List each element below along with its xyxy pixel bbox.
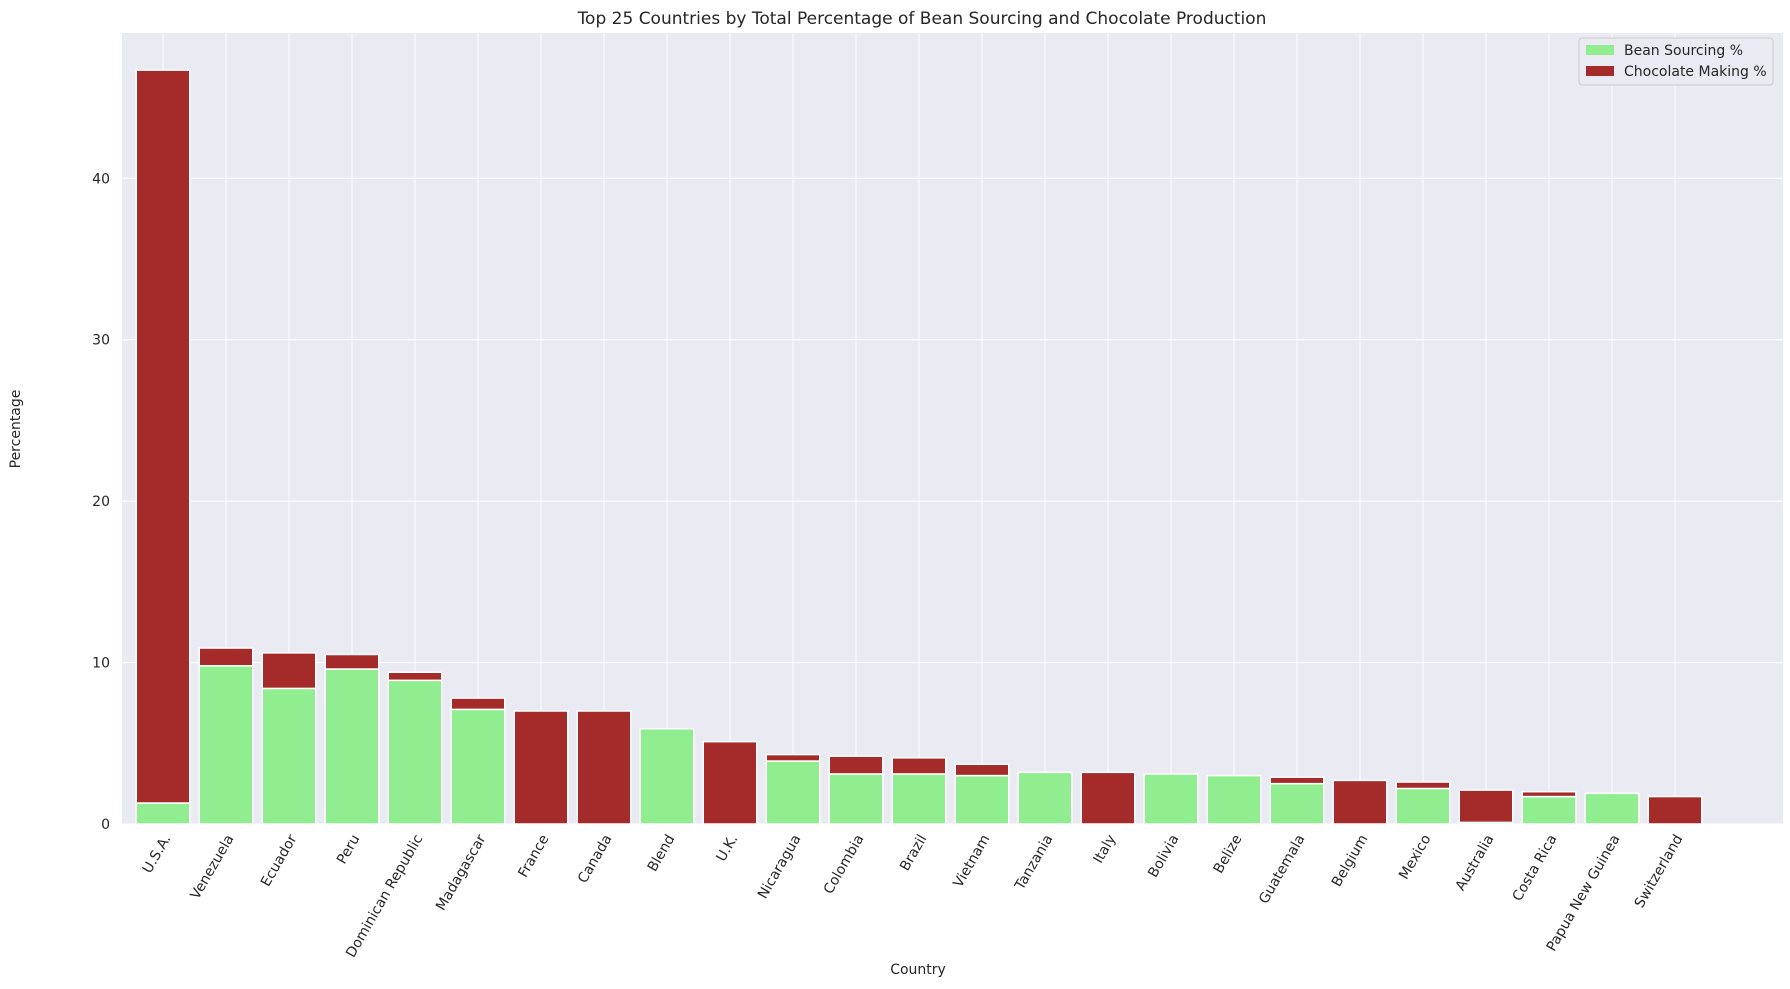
bar-chocolate-making (765, 753, 821, 762)
y-tick-label: 20 (92, 494, 110, 510)
x-tick-label: Blend (645, 832, 679, 875)
bar-bean-sourcing (828, 773, 884, 825)
x-tick-label: Guatemala (1256, 832, 1308, 907)
bar-chocolate-making (1647, 795, 1703, 825)
bar-bean-sourcing (135, 802, 191, 825)
bar-bean-sourcing (324, 668, 380, 825)
x-tick-label: U.S.A. (140, 832, 175, 876)
bar-bean-sourcing (1017, 771, 1073, 825)
bar-chocolate-making (387, 671, 443, 682)
x-tick-label: Venezuela (188, 832, 238, 902)
x-tick-label: Bolivia (1145, 832, 1182, 880)
x-tick-label: Belize (1211, 832, 1246, 876)
bar-chocolate-making (954, 763, 1010, 777)
bar-chocolate-making (1521, 790, 1577, 798)
x-tick-label: Peru (334, 832, 363, 867)
bar-bean-sourcing (450, 708, 506, 825)
bar-bean-sourcing (198, 665, 254, 825)
bar-chocolate-making (1080, 771, 1136, 825)
x-tick-label: Papua New Guinea (1544, 832, 1624, 954)
x-tick-label: Belgium (1329, 832, 1372, 890)
bar-chocolate-making (450, 697, 506, 711)
bar-chocolate-making (1395, 781, 1451, 790)
y-tick-labels: 0 10 20 30 40 (92, 171, 110, 833)
x-tick-label: Italy (1090, 832, 1119, 866)
bar-bean-sourcing (1521, 795, 1577, 825)
legend-label-bean-sourcing: Bean Sourcing % (1624, 43, 1743, 59)
legend-swatch-bean-sourcing (1586, 45, 1614, 55)
bar-bean-sourcing (765, 760, 821, 825)
bar-bean-sourcing (261, 687, 317, 825)
bar-bean-sourcing (639, 728, 695, 825)
x-tick-label: Canada (575, 832, 615, 886)
bar-chocolate-making (261, 652, 317, 690)
x-tick-label: Colombia (821, 832, 868, 897)
x-tick-label: Vietnam (950, 832, 993, 891)
x-tick-label: Brazil (897, 832, 930, 874)
x-tick-label: Madagascar (433, 832, 489, 914)
legend-label-chocolate-making: Chocolate Making % (1624, 64, 1767, 80)
bar-chocolate-making (198, 647, 254, 667)
legend: Bean Sourcing % Chocolate Making % (1578, 37, 1774, 86)
bar-chocolate-making (702, 740, 758, 825)
bar-bean-sourcing (954, 774, 1010, 825)
bar-bean-sourcing (1206, 774, 1262, 825)
bar-chocolate-making (828, 755, 884, 775)
bar-bean-sourcing (1143, 773, 1199, 825)
bars (135, 69, 1703, 825)
x-tick-label: Nicaragua (755, 832, 805, 902)
x-tick-label: U.K. (713, 832, 741, 865)
x-tick-label: France (515, 832, 552, 880)
chart-title: Top 25 Countries by Total Percentage of … (577, 9, 1267, 29)
bar-chocolate-making (135, 69, 191, 804)
bar-bean-sourcing (1269, 782, 1325, 825)
x-tick-label: Switzerland (1632, 832, 1687, 911)
bar-chocolate-making (324, 653, 380, 670)
x-tick-label: Australia (1453, 832, 1498, 894)
y-tick-label: 0 (101, 817, 110, 833)
bar-chocolate-making (1458, 789, 1514, 824)
bar-bean-sourcing (387, 679, 443, 825)
x-tick-label: Tanzania (1012, 832, 1057, 894)
y-axis-label: Percentage (8, 390, 24, 469)
y-tick-label: 40 (92, 171, 110, 187)
bar-chocolate-making (1269, 776, 1325, 785)
y-tick-label: 10 (92, 656, 110, 672)
bar-chocolate-making (891, 757, 947, 775)
legend-box (1578, 37, 1774, 86)
bar-chocolate-making (576, 710, 632, 825)
y-tick-label: 30 (92, 333, 110, 349)
legend-swatch-chocolate-making (1586, 66, 1614, 76)
bar-bean-sourcing (1584, 792, 1640, 825)
bar-bean-sourcing (891, 773, 947, 825)
bar-chocolate-making (513, 710, 569, 825)
x-tick-label: Ecuador (258, 832, 301, 890)
x-tick-label: Mexico (1396, 832, 1434, 882)
bar-bean-sourcing (1395, 787, 1451, 825)
bar-chocolate-making (1332, 779, 1388, 825)
grid-lines (122, 33, 1783, 825)
x-tick-label: Costa Rica (1510, 832, 1561, 904)
x-axis-label: Country (890, 962, 946, 978)
